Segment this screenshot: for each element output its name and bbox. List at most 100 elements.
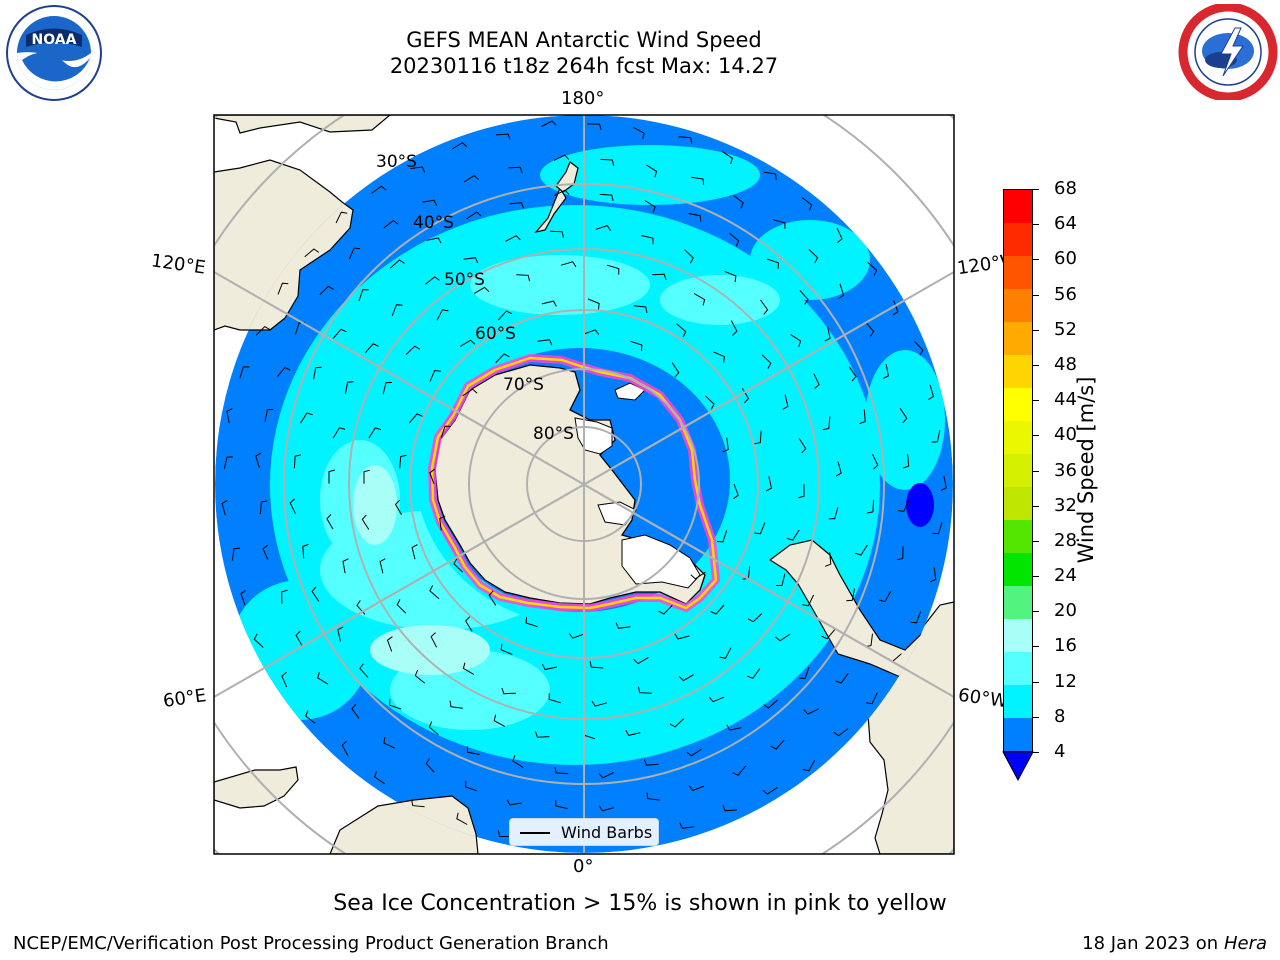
wind-barb [824,552,832,567]
wind-barb [646,164,658,178]
wind-barb [600,158,615,167]
date-text: 18 Jan 2023 on Hera [1082,933,1267,954]
wind-barb [253,633,264,648]
wind-barb [429,468,435,485]
colorbar-tick-label: 68 [1054,178,1077,199]
wind-barb [449,700,463,709]
wind-barb [430,632,438,648]
wind-barb [799,666,810,679]
map-legend: Wind Barbs [509,818,659,846]
wind-barb [293,454,302,469]
wind-barb [361,514,370,530]
wind-barb [396,599,407,614]
colorbar-tick-mark [1033,364,1039,366]
wind-barb [462,662,475,675]
wind-barb [782,394,789,410]
wind-barb [516,274,531,282]
wind-barb [846,588,855,602]
wind-barb [684,249,694,264]
wind-barb [859,409,866,425]
wind-barb [587,298,600,310]
lat-label-80s: 80°S [533,424,574,444]
wind-barb [460,339,476,347]
wind-barb [765,476,773,492]
wind-barb [730,320,738,336]
wind-barb [295,630,303,646]
wind-barb [498,310,513,321]
wind-barb [561,261,577,268]
wind-barb [733,195,744,209]
wind-barb [678,136,693,144]
colorbar-tick-label: 16 [1054,635,1077,657]
wind-barb [277,282,289,295]
wind-barb [932,521,943,535]
colorbar-segment [1004,685,1032,718]
wind-barb [451,142,468,150]
lat-label-30s: 30°S [376,152,417,172]
wind-barb [394,499,403,515]
wind-barb [747,613,763,623]
colorbar-tick-label: 20 [1054,600,1077,622]
colorbar-tick-label: 60 [1054,248,1077,270]
wind-barb [554,189,570,196]
wind-barb [302,543,309,559]
wind-barb [341,740,349,757]
wind-barb [240,589,247,606]
colorbar-segment [1004,586,1032,619]
wind-barb [724,270,737,283]
wind-barb [382,382,393,395]
wind-barb [798,484,805,499]
colorbar-tick-label: 24 [1054,565,1077,587]
wind-barb [497,830,512,838]
wind-barb [537,339,553,346]
colorbar-tick-mark [1033,259,1039,261]
colorbar-tick-label: 52 [1054,318,1077,340]
wind-barb [335,211,348,224]
wind-barb [710,604,725,615]
wind-barb [255,325,271,336]
wind-barb [931,429,941,443]
lat-label-40s: 40°S [413,213,454,233]
wind-barb [342,558,349,574]
wind-barb [799,290,809,305]
wind-barb [281,671,288,688]
wind-barb [678,674,695,682]
wind-barb [940,475,947,491]
colorbar-segment [1004,256,1032,289]
wind-barb [428,721,439,736]
wind-barb [835,461,842,477]
wind-barb [732,765,747,776]
wind-barb [802,760,816,772]
wind-barb [408,413,423,424]
colorbar-segment [1004,289,1032,322]
wind-barb [223,456,233,470]
wind-barb [368,427,382,439]
wind-barb [813,373,820,389]
wind-barb [276,366,291,378]
wind-barb [643,759,659,766]
wind-barb [892,300,899,316]
colorbar-tick-label: 48 [1054,353,1077,375]
wind-barb [289,498,296,514]
wind-barb [440,425,452,438]
wind-barb [313,366,322,380]
wind-barb [896,546,904,561]
wind-barb [691,176,705,186]
colorbar-segment [1004,388,1032,421]
chart-title: GEFS MEAN Antarctic Wind Speed [406,28,762,52]
wind-barb [500,643,513,655]
wind-barb [464,780,477,792]
wind-barb [822,416,831,431]
wind-barb [633,656,649,665]
wind-barb [770,739,785,750]
wind-barb [802,594,815,607]
wind-barb [848,366,857,382]
colorbar-segment [1004,520,1032,553]
colorbar-segment [1004,619,1032,652]
wind-barb [598,772,614,779]
wind-barb [615,622,631,629]
wind-barb [411,799,425,808]
colorbar-tick-mark [1033,294,1039,296]
wind-barb [311,586,320,602]
